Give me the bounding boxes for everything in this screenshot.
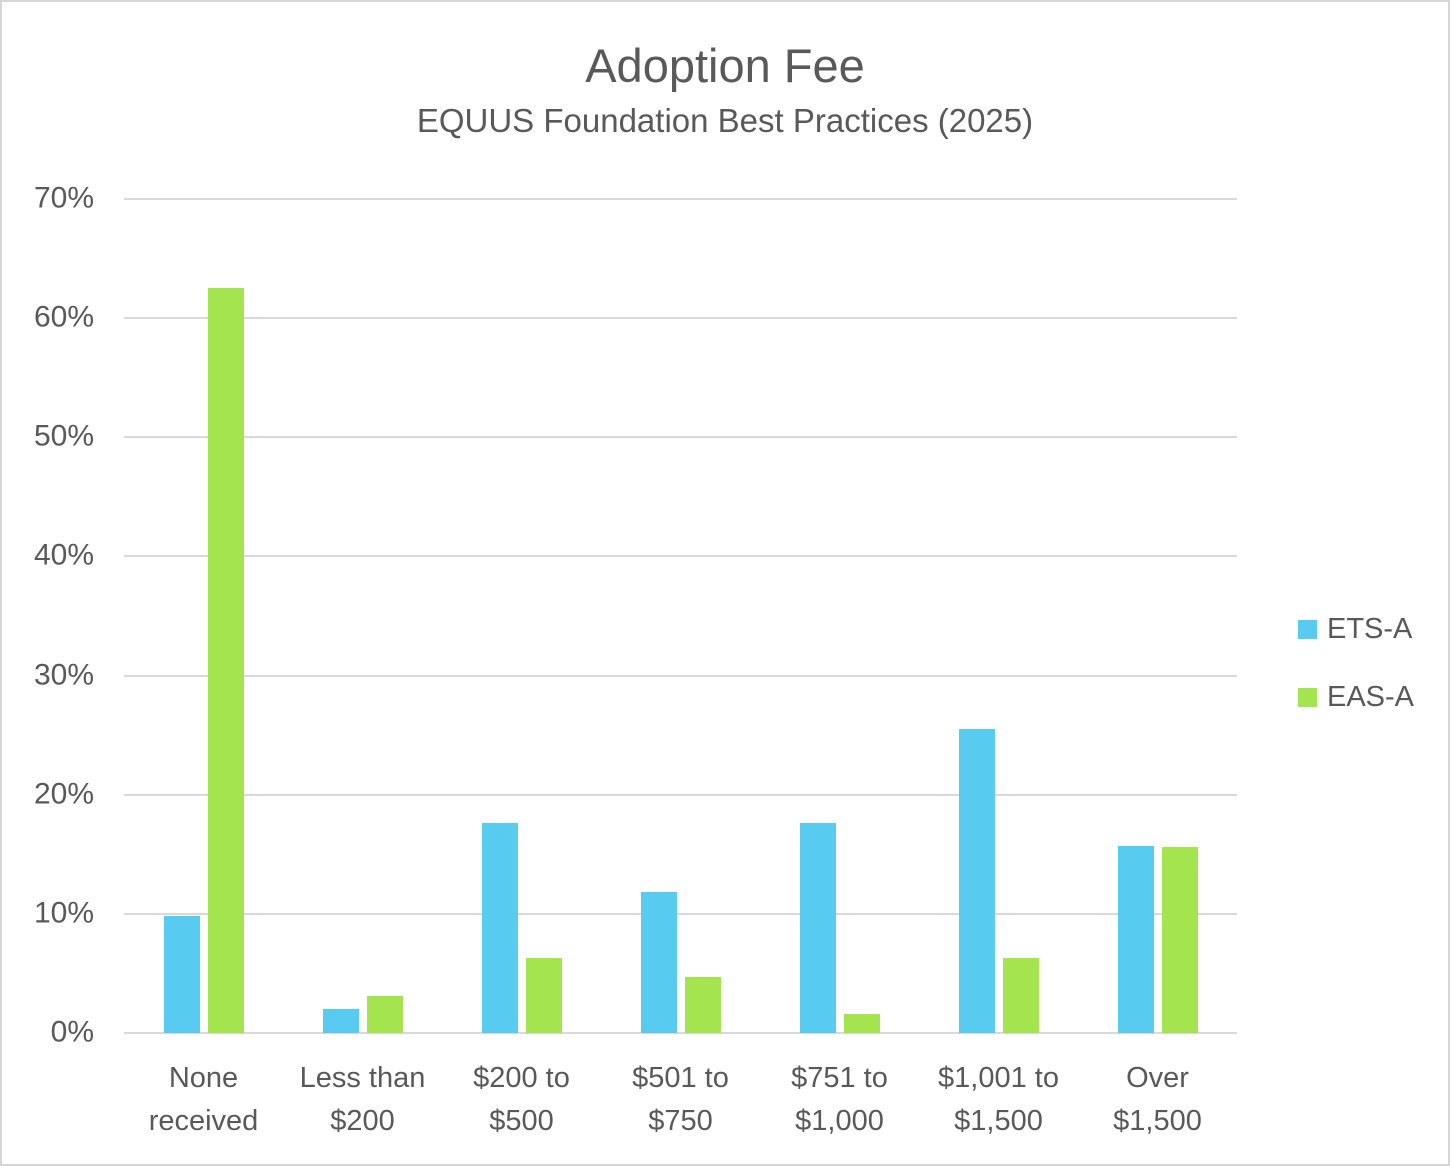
chart-title: Adoption Fee: [585, 39, 865, 92]
y-axis-tick-label: 40%: [33, 538, 94, 572]
bar-ets-a: [163, 916, 200, 1033]
bar-eas-a: [843, 1013, 880, 1033]
y-axis-tick-label: 30%: [33, 657, 94, 691]
bar-ets-a: [799, 823, 836, 1033]
bar-ets-a: [958, 729, 995, 1033]
bar-ets-a: [640, 892, 677, 1033]
gridline: [124, 674, 1237, 677]
bar-eas-a: [684, 977, 721, 1033]
gridline: [124, 317, 1237, 320]
gridline: [124, 912, 1237, 915]
bar-eas-a: [1161, 847, 1198, 1033]
x-axis-category-label: Less than $200: [299, 1062, 426, 1137]
gridline: [124, 555, 1237, 558]
legend-label-eas-a: EAS-A: [1327, 681, 1415, 713]
bar-ets-a: [1117, 845, 1154, 1033]
y-axis-tick-label: 50%: [33, 419, 94, 453]
gridline: [124, 793, 1237, 796]
y-axis-tick-label: 10%: [33, 896, 94, 930]
bar-eas-a: [525, 957, 562, 1033]
legend-item-eas-a: EAS-A: [1298, 681, 1414, 714]
gridline: [124, 436, 1237, 439]
bar-eas-a: [207, 288, 244, 1033]
bar-ets-a: [322, 1009, 359, 1033]
plot-area: 0% 10% 20% 30% 40% 50% 60% 70% None received Less…: [34, 181, 1237, 1137]
y-axis-tick-label: 70%: [33, 181, 94, 215]
y-axis-tick-label: 60%: [33, 300, 94, 334]
x-axis-category-label: $751 to $1,000: [791, 1062, 888, 1137]
legend-swatch-eas-a: [1298, 688, 1317, 707]
legend-label-ets-a: ETS-A: [1327, 613, 1413, 645]
legend-item-ets-a: ETS-A: [1298, 613, 1414, 646]
x-axis-category-label: Over $1,500: [1113, 1062, 1202, 1137]
x-axis-category-label: $1,001 to $1,500: [938, 1062, 1059, 1137]
bar-eas-a: [1002, 957, 1039, 1033]
gridline: [124, 1032, 1237, 1034]
x-axis-category-label: $501 to $750: [632, 1062, 729, 1137]
x-axis-category-label: None received: [148, 1062, 259, 1137]
legend: ETS-A EAS-A: [1298, 613, 1414, 749]
gridline: [124, 198, 1237, 200]
legend-swatch-ets-a: [1298, 620, 1317, 639]
x-axis-category-label: $200 to $500: [473, 1062, 570, 1137]
bar-ets-a: [481, 823, 518, 1033]
chart-subtitle: EQUUS Foundation Best Practices (2025): [416, 102, 1034, 139]
y-axis-tick-label: 20%: [33, 777, 94, 811]
bar-eas-a: [366, 996, 403, 1033]
y-axis-tick-label: 0%: [50, 1015, 94, 1049]
